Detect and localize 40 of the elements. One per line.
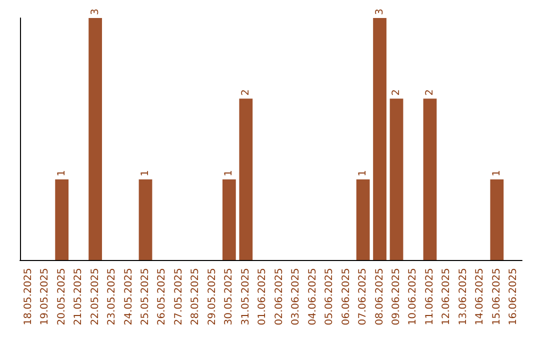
x-tick-label: 16.06.2025: [508, 268, 520, 326]
x-tick-label: 02.06.2025: [274, 268, 285, 326]
x-tick-label: 13.06.2025: [458, 268, 469, 326]
x-tick-label: 06.06.2025: [340, 268, 352, 326]
x-tick-label: 11.06.2025: [424, 268, 436, 326]
x-tick-label: 19.05.2025: [40, 268, 51, 326]
data-label: 2: [424, 89, 436, 96]
x-tick-label: 20.05.2025: [56, 268, 68, 326]
data-label: 1: [140, 170, 151, 176]
x-tick-label: 31.05.2025: [240, 268, 252, 326]
x-tick-label: 24.05.2025: [123, 268, 134, 326]
x-tick-label: 09.06.2025: [391, 268, 402, 326]
x-tick-label: 07.06.2025: [358, 268, 369, 326]
data-label: 2: [240, 89, 252, 96]
x-tick-label: 04.06.2025: [307, 268, 318, 326]
x-tick-label: 05.06.2025: [324, 268, 336, 326]
x-tick-label: 10.06.2025: [408, 268, 419, 326]
x-tick-label: 23.05.2025: [106, 268, 118, 326]
x-tick-label: 03.06.2025: [290, 268, 302, 326]
x-tick-label: 12.06.2025: [441, 268, 452, 326]
data-label: 3: [374, 8, 386, 15]
x-tick-label: 18.05.2025: [22, 268, 34, 326]
data-label: 1: [491, 170, 502, 176]
x-tick-label: 27.05.2025: [173, 268, 184, 326]
x-tick-label: 14.06.2025: [474, 268, 486, 326]
data-label: 2: [391, 89, 402, 96]
data-label: 1: [358, 170, 369, 176]
x-tick-label: 08.06.2025: [374, 268, 386, 326]
data-label: 1: [224, 170, 235, 176]
data-label: 1: [56, 170, 68, 176]
x-tick-label: 30.05.2025: [224, 268, 235, 326]
x-tick-label: 28.05.2025: [190, 268, 202, 326]
x-tick-label: 26.05.2025: [156, 268, 168, 326]
x-tick-label: 01.06.2025: [257, 268, 268, 326]
x-tick-label: 22.05.2025: [90, 268, 101, 326]
data-label: 3: [90, 8, 101, 15]
x-tick-label: 29.05.2025: [206, 268, 218, 326]
x-tick-label: 25.05.2025: [140, 268, 151, 326]
x-tick-label: 15.06.2025: [491, 268, 502, 326]
x-tick-label: 21.05.2025: [73, 268, 84, 326]
